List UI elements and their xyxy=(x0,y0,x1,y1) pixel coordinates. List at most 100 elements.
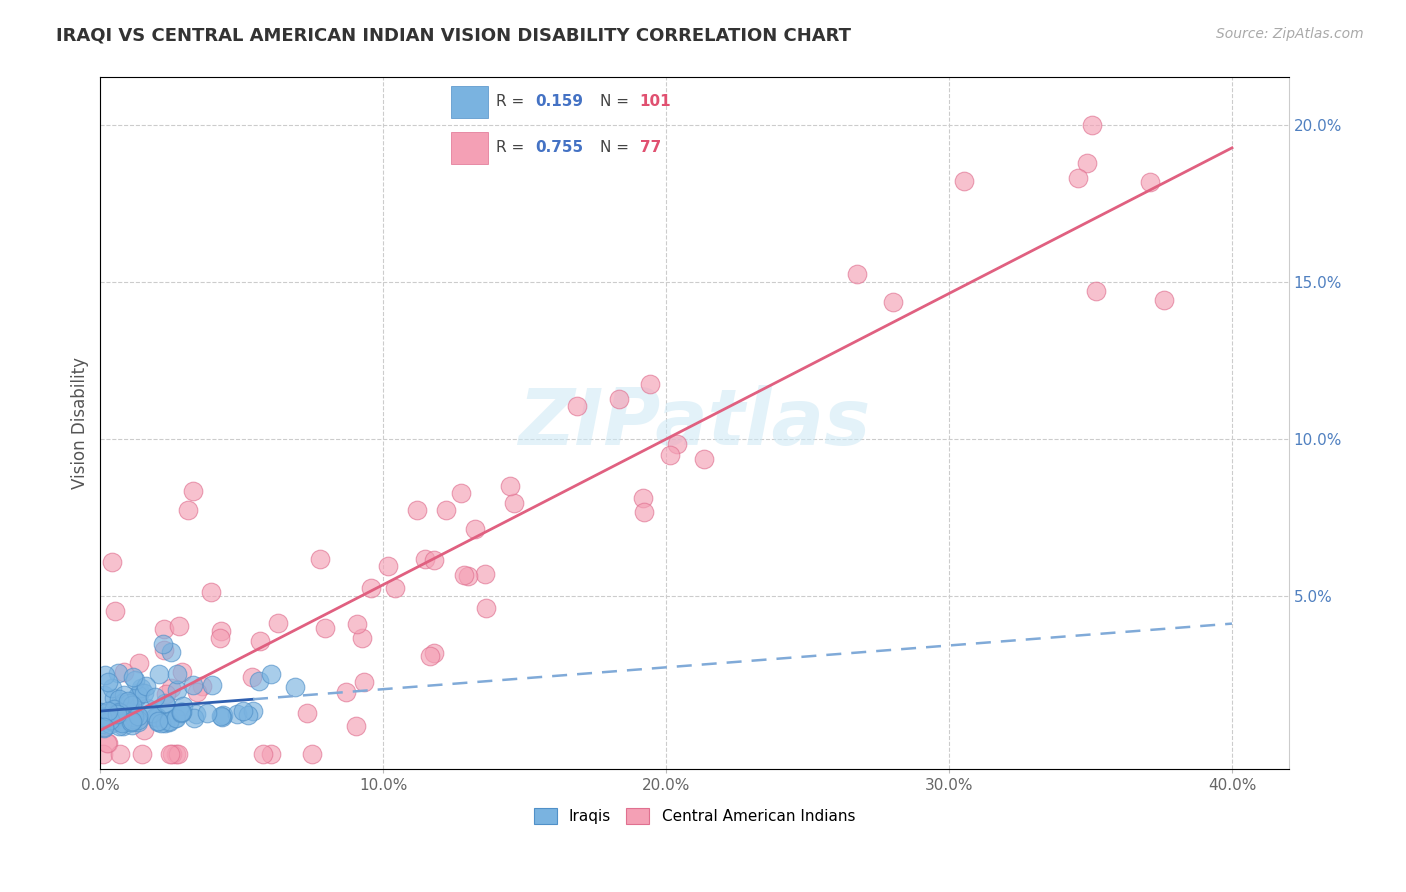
Point xyxy=(101,715,124,730)
Point xyxy=(122,707,145,722)
Point xyxy=(127,713,149,727)
Point xyxy=(295,706,318,720)
Point xyxy=(112,665,135,679)
Text: ZIPatlas: ZIPatlas xyxy=(519,385,870,461)
Text: R =: R = xyxy=(496,95,530,110)
Point xyxy=(413,551,436,566)
Point xyxy=(121,714,143,729)
Point xyxy=(141,706,163,721)
Point xyxy=(159,747,181,761)
Point xyxy=(419,649,441,664)
Point xyxy=(434,503,457,517)
Point xyxy=(146,714,169,729)
Bar xyxy=(451,132,488,164)
Point xyxy=(464,522,486,536)
Point xyxy=(165,711,187,725)
Point xyxy=(360,581,382,595)
Point xyxy=(152,636,174,650)
Point xyxy=(96,675,118,690)
Point xyxy=(200,678,222,692)
Point xyxy=(97,706,120,721)
Point xyxy=(170,706,193,720)
Point xyxy=(115,699,138,714)
Point xyxy=(114,701,136,715)
Point xyxy=(129,681,152,695)
Point xyxy=(160,747,183,761)
Point xyxy=(1066,171,1088,186)
Point xyxy=(423,553,446,567)
Point xyxy=(301,747,323,761)
Point xyxy=(155,698,177,713)
Point xyxy=(166,667,188,681)
Point xyxy=(211,708,233,723)
Point xyxy=(247,673,270,688)
Point xyxy=(150,715,173,730)
Point xyxy=(406,503,429,517)
Point xyxy=(118,708,141,723)
Point xyxy=(633,505,655,519)
Point xyxy=(1080,118,1102,132)
Point xyxy=(260,747,283,761)
Point xyxy=(232,704,254,718)
Point xyxy=(209,624,232,639)
Point xyxy=(952,174,974,188)
Point xyxy=(266,616,288,631)
Point xyxy=(120,698,142,713)
Point xyxy=(120,715,142,730)
Text: R =: R = xyxy=(496,140,530,155)
Point xyxy=(377,558,399,573)
Text: 0.159: 0.159 xyxy=(536,95,583,110)
Point xyxy=(105,709,128,723)
Point xyxy=(252,747,274,761)
Point xyxy=(108,708,131,723)
Point xyxy=(1076,155,1098,169)
Point xyxy=(91,709,114,723)
Text: IRAQI VS CENTRAL AMERICAN INDIAN VISION DISABILITY CORRELATION CHART: IRAQI VS CENTRAL AMERICAN INDIAN VISION … xyxy=(56,27,851,45)
Point xyxy=(121,718,143,732)
Point xyxy=(122,670,145,684)
Point xyxy=(503,496,526,510)
Point xyxy=(108,699,131,714)
Point xyxy=(346,617,368,632)
Point xyxy=(607,392,630,406)
Point xyxy=(103,702,125,716)
Point xyxy=(124,706,146,721)
Point xyxy=(666,437,689,451)
Point xyxy=(148,667,170,681)
Point xyxy=(172,706,194,720)
Point xyxy=(97,704,120,718)
Point xyxy=(124,673,146,687)
Point xyxy=(117,710,139,724)
Point xyxy=(93,721,115,735)
Point xyxy=(499,479,522,493)
Point xyxy=(346,719,368,733)
Point xyxy=(111,715,134,730)
Point xyxy=(453,568,475,582)
Point xyxy=(195,706,218,720)
Point xyxy=(148,715,170,730)
Point xyxy=(121,714,143,729)
Point xyxy=(183,711,205,725)
Point xyxy=(112,688,135,702)
Y-axis label: Vision Disability: Vision Disability xyxy=(72,358,89,490)
Point xyxy=(93,688,115,702)
Point xyxy=(457,569,479,583)
Text: 101: 101 xyxy=(640,95,671,110)
Point xyxy=(658,448,681,462)
Point xyxy=(132,686,155,700)
Point xyxy=(335,685,357,699)
Point xyxy=(96,736,118,750)
Text: N =: N = xyxy=(600,140,634,155)
Point xyxy=(107,666,129,681)
Point xyxy=(118,697,141,711)
Point xyxy=(159,681,181,695)
Point xyxy=(183,483,205,498)
Point xyxy=(172,699,194,714)
Point xyxy=(100,717,122,731)
Point xyxy=(190,679,212,693)
Point xyxy=(111,719,134,733)
Point xyxy=(112,695,135,709)
Point xyxy=(104,604,127,618)
Point xyxy=(89,705,111,719)
Point xyxy=(284,680,307,694)
